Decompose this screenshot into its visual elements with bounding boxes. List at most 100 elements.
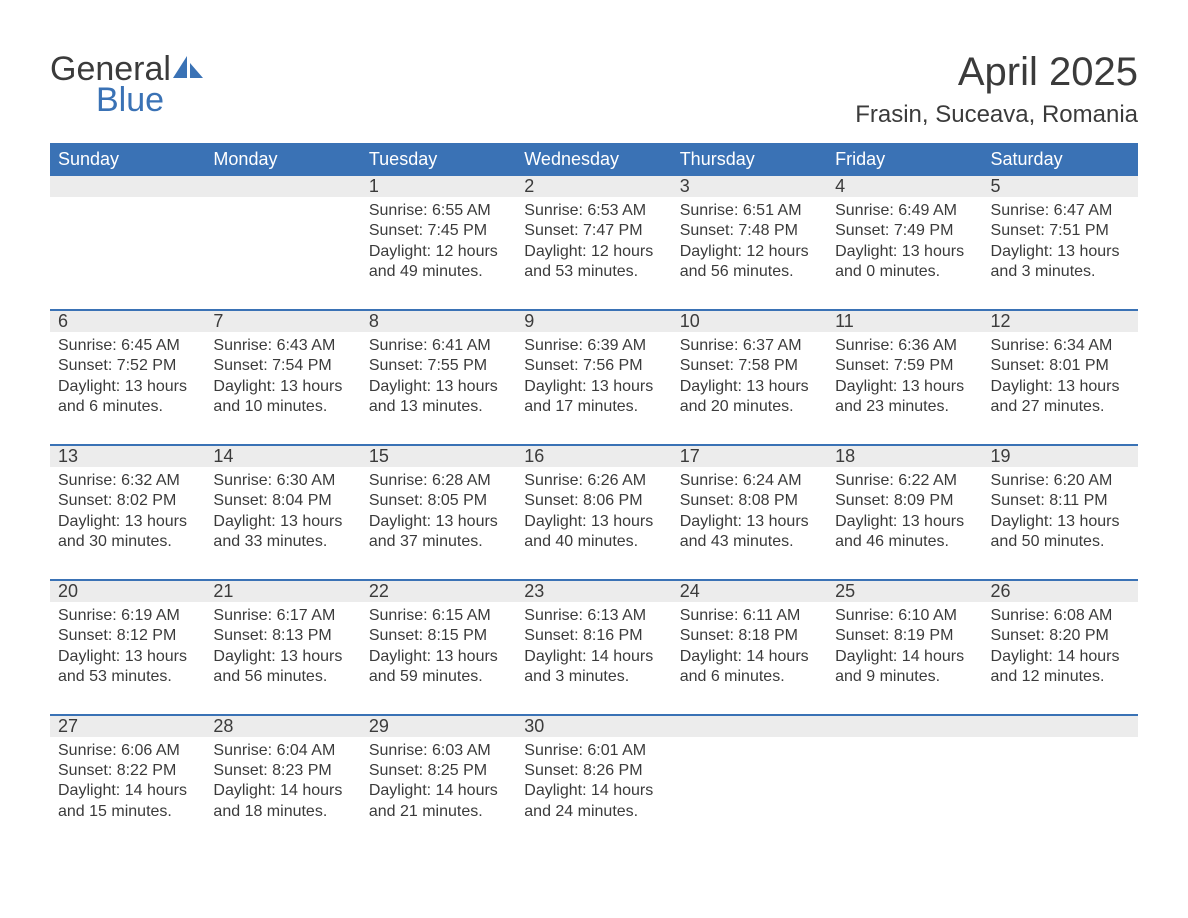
day-header: Friday xyxy=(827,143,982,176)
day-header: Thursday xyxy=(672,143,827,176)
sunrise-text: Sunrise: 6:19 AM xyxy=(58,606,197,626)
daylight-text-1: Daylight: 13 hours xyxy=(991,242,1130,262)
day-cell xyxy=(205,197,360,310)
day-content-row: Sunrise: 6:45 AMSunset: 7:52 PMDaylight:… xyxy=(50,332,1138,445)
date-number-cell: 11 xyxy=(827,311,982,332)
date-number-cell: 29 xyxy=(361,716,516,737)
daylight-text-2: and 10 minutes. xyxy=(213,397,352,417)
sunset-text: Sunset: 8:22 PM xyxy=(58,761,197,781)
day-cell xyxy=(50,197,205,310)
sunrise-text: Sunrise: 6:30 AM xyxy=(213,471,352,491)
sunset-text: Sunset: 7:51 PM xyxy=(991,221,1130,241)
daylight-text-2: and 43 minutes. xyxy=(680,532,819,552)
day-content-row: Sunrise: 6:19 AMSunset: 8:12 PMDaylight:… xyxy=(50,602,1138,715)
daylight-text-1: Daylight: 13 hours xyxy=(835,242,974,262)
sunset-text: Sunset: 7:59 PM xyxy=(835,356,974,376)
brand-word-2: Blue xyxy=(96,81,207,120)
sunset-text: Sunset: 8:11 PM xyxy=(991,491,1130,511)
sunset-text: Sunset: 7:48 PM xyxy=(680,221,819,241)
sunset-text: Sunset: 8:18 PM xyxy=(680,626,819,646)
sunrise-text: Sunrise: 6:10 AM xyxy=(835,606,974,626)
daylight-text-2: and 37 minutes. xyxy=(369,532,508,552)
day-content-row: Sunrise: 6:06 AMSunset: 8:22 PM Daylight:… xyxy=(50,737,1138,833)
day-cell: Sunrise: 6:36 AMSunset: 7:59 PMDaylight:… xyxy=(827,332,982,445)
daylight-text-2: and 3 minutes. xyxy=(524,667,663,687)
sunrise-text: Sunrise: 6:39 AM xyxy=(524,336,663,356)
sunset-text: Sunset: 7:55 PM xyxy=(369,356,508,376)
daylight-text-1: Daylight: 14 hours xyxy=(524,781,663,801)
date-number-cell: 8 xyxy=(361,311,516,332)
calendar-page: General Blue April 2025 Frasin, Suceava,… xyxy=(0,0,1188,872)
day-cell: Sunrise: 6:11 AMSunset: 8:18 PMDaylight:… xyxy=(672,602,827,715)
date-number-cell: 6 xyxy=(50,311,205,332)
daylight-text-2: and 18 minutes. xyxy=(213,802,352,822)
date-number-cell: 20 xyxy=(50,581,205,602)
day-cell: Sunrise: 6:47 AMSunset: 7:51 PMDaylight:… xyxy=(983,197,1138,310)
day-cell: Sunrise: 6:43 AMSunset: 7:54 PMDaylight:… xyxy=(205,332,360,445)
day-cell: Sunrise: 6:24 AMSunset: 8:08 PMDaylight:… xyxy=(672,467,827,580)
date-number-cell: 9 xyxy=(516,311,671,332)
date-number-cell: 17 xyxy=(672,446,827,467)
sunrise-text: Sunrise: 6:51 AM xyxy=(680,201,819,221)
daylight-text-2: and 59 minutes. xyxy=(369,667,508,687)
daylight-text-1: Daylight: 13 hours xyxy=(835,377,974,397)
sunrise-text: Sunrise: 6:36 AM xyxy=(835,336,974,356)
day-cell: Sunrise: 6:22 AMSunset: 8:09 PMDaylight:… xyxy=(827,467,982,580)
sunset-text: Sunset: 8:19 PM xyxy=(835,626,974,646)
daylight-text-1: Daylight: 12 hours xyxy=(369,242,508,262)
day-cell: Sunrise: 6:28 AMSunset: 8:05 PMDaylight:… xyxy=(361,467,516,580)
date-number-cell: 22 xyxy=(361,581,516,602)
sunset-text: Sunset: 7:54 PM xyxy=(213,356,352,376)
date-number-cell xyxy=(983,716,1138,737)
day-cell xyxy=(983,737,1138,833)
daylight-text-1: Daylight: 14 hours xyxy=(524,647,663,667)
daylight-text-1: Daylight: 13 hours xyxy=(58,512,197,532)
day-cell xyxy=(672,737,827,833)
daylight-text-1: Daylight: 13 hours xyxy=(213,647,352,667)
daylight-text-2: and 6 minutes. xyxy=(58,397,197,417)
day-content-row: Sunrise: 6:55 AMSunset: 7:45 PMDaylight:… xyxy=(50,197,1138,310)
sunset-text: Sunset: 8:01 PM xyxy=(991,356,1130,376)
daylight-text-1: Daylight: 12 hours xyxy=(680,242,819,262)
day-cell xyxy=(827,737,982,833)
daylight-text-1: Daylight: 13 hours xyxy=(991,377,1130,397)
date-number-row: 27282930 xyxy=(50,716,1138,737)
daylight-text-1: Daylight: 14 hours xyxy=(991,647,1130,667)
calendar-table: SundayMondayTuesdayWednesdayThursdayFrid… xyxy=(50,143,1138,832)
daylight-text-1: Daylight: 13 hours xyxy=(213,377,352,397)
date-number-cell: 23 xyxy=(516,581,671,602)
daylight-text-1: Daylight: 13 hours xyxy=(369,647,508,667)
sunrise-text: Sunrise: 6:37 AM xyxy=(680,336,819,356)
date-number-cell: 14 xyxy=(205,446,360,467)
day-cell: Sunrise: 6:34 AMSunset: 8:01 PMDaylight:… xyxy=(983,332,1138,445)
sunset-text: Sunset: 7:47 PM xyxy=(524,221,663,241)
sunrise-text: Sunrise: 6:22 AM xyxy=(835,471,974,491)
location-subtitle: Frasin, Suceava, Romania xyxy=(855,101,1138,129)
day-cell: Sunrise: 6:17 AMSunset: 8:13 PMDaylight:… xyxy=(205,602,360,715)
day-cell: Sunrise: 6:04 AMSunset: 8:23 PMDaylight:… xyxy=(205,737,360,833)
sunrise-text: Sunrise: 6:06 AM xyxy=(58,741,197,761)
date-number-row: 20212223242526 xyxy=(50,581,1138,602)
daylight-text-1: Daylight: 13 hours xyxy=(835,512,974,532)
day-cell: Sunrise: 6:06 AMSunset: 8:22 PMDaylight:… xyxy=(50,737,205,833)
daylight-text-2: and 20 minutes. xyxy=(680,397,819,417)
sunrise-text: Sunrise: 6:26 AM xyxy=(524,471,663,491)
daylight-text-1: Daylight: 13 hours xyxy=(680,512,819,532)
sunset-text: Sunset: 8:09 PM xyxy=(835,491,974,511)
date-number-cell: 16 xyxy=(516,446,671,467)
sunset-text: Sunset: 8:13 PM xyxy=(213,626,352,646)
daylight-text-1: Daylight: 13 hours xyxy=(991,512,1130,532)
sunrise-text: Sunrise: 6:47 AM xyxy=(991,201,1130,221)
daylight-text-1: Daylight: 14 hours xyxy=(680,647,819,667)
date-number-cell: 12 xyxy=(983,311,1138,332)
date-number-cell: 26 xyxy=(983,581,1138,602)
sunset-text: Sunset: 7:56 PM xyxy=(524,356,663,376)
daylight-text-2: and 46 minutes. xyxy=(835,532,974,552)
sunset-text: Sunset: 8:23 PM xyxy=(213,761,352,781)
sunset-text: Sunset: 8:08 PM xyxy=(680,491,819,511)
day-cell: Sunrise: 6:53 AMSunset: 7:47 PMDaylight:… xyxy=(516,197,671,310)
day-cell: Sunrise: 6:51 AMSunset: 7:48 PMDaylight:… xyxy=(672,197,827,310)
sunset-text: Sunset: 8:15 PM xyxy=(369,626,508,646)
sunset-text: Sunset: 8:04 PM xyxy=(213,491,352,511)
date-number-cell: 15 xyxy=(361,446,516,467)
